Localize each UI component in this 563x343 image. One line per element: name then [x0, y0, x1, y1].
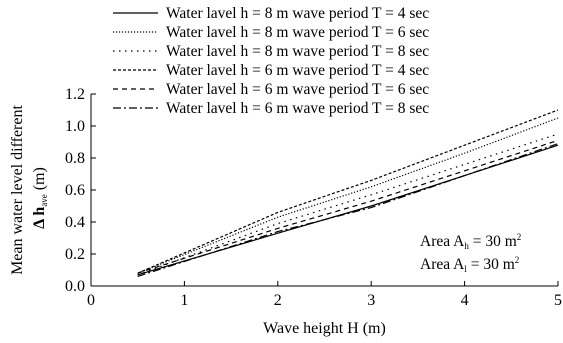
legend: Water lavel h = 8 m wave period T = 4 se… [113, 5, 429, 117]
y-tick-label: 0.0 [65, 278, 85, 295]
legend-label: Water lavel h = 8 m wave period T = 4 se… [166, 5, 429, 22]
x-tick-label: 5 [554, 292, 562, 309]
annotation-subscript: h [464, 241, 469, 251]
y-axis-label-line1: Mean water level different [9, 105, 26, 275]
annotation-value: = 30 m [467, 256, 515, 273]
annotation-value: = 30 m [469, 233, 517, 250]
annotation-prefix: Area A [420, 233, 465, 250]
tick-marks: 0 1 2 3 4 5 0.0 0.2 0.4 0.6 0.8 1.0 1.2 [65, 86, 562, 309]
y-tick-label: 1.0 [65, 118, 85, 135]
y-tick-label: 1.2 [65, 86, 85, 103]
x-tick-label: 2 [274, 292, 282, 309]
delta-h-symbol: Δ h [31, 207, 48, 229]
area-annotation-2: Area Al = 30 m2 [420, 255, 519, 274]
series-line-3 [137, 133, 559, 276]
y-label-subscript: ave [39, 194, 49, 207]
axis-labels: Wave height H (m) Mean water level differ… [9, 105, 386, 337]
x-tick-label: 0 [87, 292, 95, 309]
y-label-unit: (m) [31, 167, 48, 194]
legend-label: Water lavel h = 8 m wave period T = 6 se… [166, 24, 429, 41]
x-axis-label: Wave height H (m) [263, 320, 386, 337]
legend-label: Water lavel h = 6 m wave period T = 8 se… [166, 100, 429, 117]
series-line-5 [137, 139, 559, 274]
y-tick-label: 0.4 [65, 214, 85, 231]
x-tick-label: 1 [180, 292, 188, 309]
legend-label: Water lavel h = 6 m wave period T = 6 se… [166, 81, 429, 98]
area-annotation-1: Area Ah = 30 m2 [420, 232, 521, 251]
plot-series [137, 109, 559, 277]
series-line-6 [137, 143, 559, 277]
y-tick-label: 0.8 [65, 150, 85, 167]
y-tick-label: 0.2 [65, 246, 85, 263]
annotation-superscript: 2 [517, 232, 522, 242]
series-line-2 [137, 117, 559, 274]
x-tick-label: 4 [461, 292, 469, 309]
legend-label: Water lavel h = 6 m wave period T = 4 se… [166, 62, 429, 79]
x-tick-label: 3 [367, 292, 375, 309]
series-line-4 [137, 109, 559, 274]
y-tick-label: 0.6 [65, 182, 85, 199]
y-axis-label-line2: Δ have (m) [31, 167, 49, 229]
legend-label: Water lavel h = 8 m wave period T = 8 se… [166, 43, 429, 60]
annotation-subscript: l [464, 264, 467, 274]
annotation-prefix: Area A [420, 256, 465, 273]
annotation-superscript: 2 [515, 255, 520, 265]
